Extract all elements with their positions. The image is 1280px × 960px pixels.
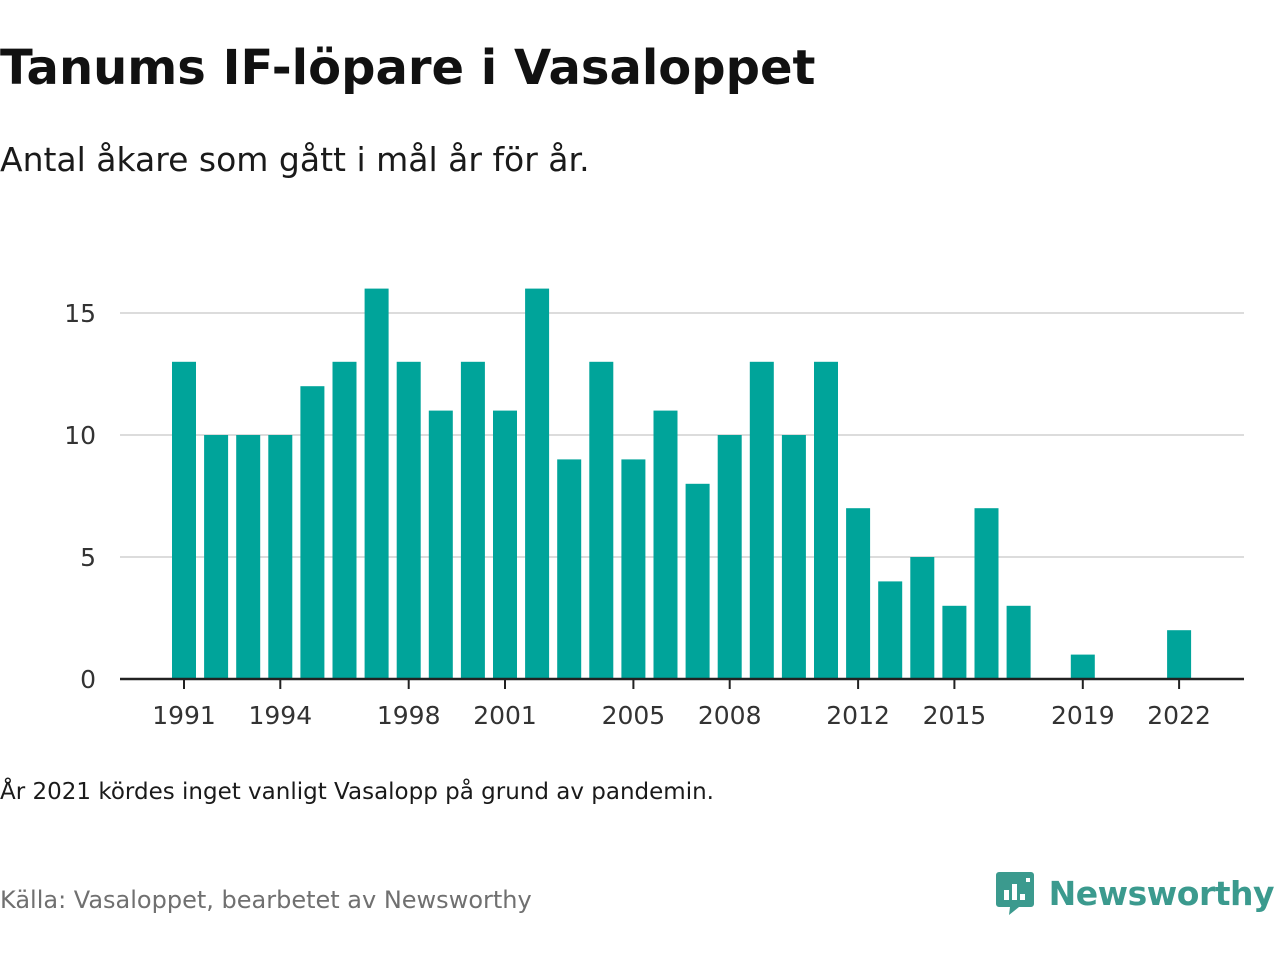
x-tick-label: 2012 [826,701,890,730]
bar-1995 [300,386,325,679]
bar-1991 [172,361,196,679]
y-tick-label: 15 [64,299,96,328]
bar-2014 [910,557,935,679]
bar-2003 [557,459,582,679]
bar-2000 [460,361,485,679]
bar-1999 [428,410,453,679]
y-tick-label: 10 [64,421,96,450]
x-tick-label: 2015 [923,701,987,730]
chart-title: Tanums IF-löpare i Vasaloppet [0,40,816,96]
x-tick-label: 2022 [1147,701,1211,730]
bar-2008 [717,435,742,679]
x-tick-label: 2008 [698,701,762,730]
bar-2016 [974,508,999,679]
bar-chart: 0 5 10 15 1991 1994 1998 2001 2005 2008 2012 2015 20… [64,288,1244,730]
x-tick-label: 1991 [152,701,216,730]
bar-1997 [364,288,389,679]
x-tick-label: 2019 [1051,701,1115,730]
bar-1993 [236,435,261,679]
bar-2005 [621,459,646,679]
bar-2013 [878,581,903,679]
bar-1992 [204,435,229,679]
bar-1996 [332,361,357,679]
chart-subtitle: Antal åkare som gått i mål år för år. [0,140,590,179]
x-tick-label: 1994 [248,701,312,730]
brand-name: Newsworthy [1048,873,1275,913]
bar-2012 [846,508,871,679]
bar-2015 [942,605,967,679]
axes: 0 5 10 15 1991 1994 1998 2001 2005 2008 2012 2015 20… [64,299,1244,730]
bar-2004 [589,361,614,679]
bar-2019 [1070,654,1095,679]
x-tick-label: 1998 [377,701,441,730]
y-tick-label: 5 [80,543,96,572]
bar-1998 [396,361,421,679]
footnote: År 2021 kördes inget vanligt Vasalopp på… [0,779,714,805]
bar-2010 [781,435,806,679]
newsworthy-logo-icon [995,872,1034,915]
bar-1994 [268,435,293,679]
bar-2007 [685,483,710,679]
newsworthy-logo: Newsworthy [995,870,1275,916]
bar-2001 [493,410,517,679]
x-tick-label: 2005 [602,701,666,730]
bar-2006 [653,410,678,679]
bars [172,288,1192,679]
source-credit: Källa: Vasaloppet, bearbetet av Newswort… [0,886,532,914]
bar-2009 [749,361,774,679]
x-tick-label: 2001 [473,701,537,730]
bar-2002 [525,288,550,679]
y-tick-label: 0 [80,665,96,694]
bar-2022 [1167,630,1192,679]
bar-2017 [1006,605,1031,679]
bar-2011 [814,361,838,679]
